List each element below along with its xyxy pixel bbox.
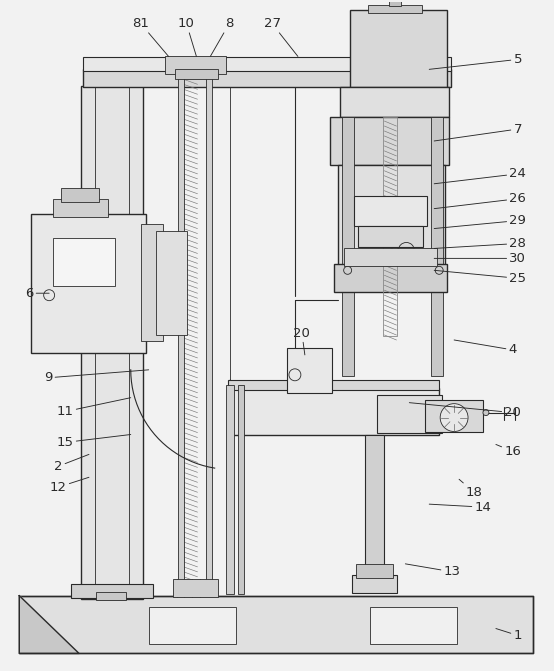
Bar: [172, 579, 218, 597]
Bar: [19, 596, 533, 654]
Bar: [389, 0, 402, 5]
Bar: [343, 248, 437, 266]
Text: 25: 25: [434, 270, 526, 285]
Bar: [352, 575, 397, 592]
Bar: [182, 73, 211, 590]
Bar: [425, 400, 483, 431]
Text: 8: 8: [211, 17, 233, 56]
Text: 27: 27: [264, 17, 298, 56]
Bar: [238, 384, 244, 594]
Bar: [356, 564, 393, 578]
Bar: [61, 188, 99, 202]
Bar: [175, 69, 218, 79]
Text: 10: 10: [178, 17, 197, 56]
Text: 12: 12: [50, 477, 89, 494]
Bar: [228, 380, 439, 390]
Bar: [31, 213, 146, 353]
Text: 30: 30: [434, 252, 526, 265]
Circle shape: [440, 404, 468, 431]
Circle shape: [483, 409, 489, 415]
Bar: [228, 388, 439, 435]
Bar: [383, 117, 397, 336]
Bar: [141, 223, 162, 341]
Bar: [287, 348, 332, 393]
Bar: [206, 73, 212, 586]
Bar: [334, 264, 447, 292]
Text: 7: 7: [434, 123, 522, 141]
Text: 20: 20: [294, 327, 310, 355]
Text: 26: 26: [434, 192, 526, 209]
Text: 2: 2: [54, 454, 89, 473]
Bar: [370, 607, 457, 644]
Bar: [342, 117, 353, 376]
Bar: [96, 592, 126, 600]
Text: 11: 11: [57, 398, 131, 418]
Text: 14: 14: [429, 501, 491, 513]
Bar: [53, 238, 115, 287]
Text: 29: 29: [434, 214, 526, 229]
Bar: [226, 384, 234, 594]
Bar: [357, 225, 423, 248]
Polygon shape: [19, 596, 79, 654]
Text: 15: 15: [57, 435, 131, 449]
Text: 18: 18: [459, 479, 483, 499]
Bar: [377, 395, 442, 433]
Bar: [365, 435, 384, 584]
Text: 20: 20: [409, 403, 521, 419]
Bar: [165, 56, 226, 74]
Bar: [178, 73, 184, 586]
Bar: [156, 231, 187, 335]
Bar: [148, 607, 236, 644]
Text: 1: 1: [496, 629, 522, 642]
Bar: [83, 69, 451, 87]
Bar: [431, 117, 443, 376]
Text: 28: 28: [434, 237, 526, 250]
Text: 24: 24: [434, 167, 526, 184]
Text: 9: 9: [44, 370, 148, 384]
Text: 81: 81: [132, 17, 168, 56]
Bar: [350, 9, 447, 87]
Text: 13: 13: [406, 564, 460, 578]
Bar: [353, 196, 427, 225]
Text: 4: 4: [454, 340, 517, 356]
Bar: [71, 584, 152, 598]
Bar: [340, 87, 449, 117]
Bar: [81, 87, 143, 599]
Text: 6: 6: [25, 287, 49, 300]
Text: 5: 5: [429, 53, 522, 69]
Text: 16: 16: [496, 444, 521, 458]
Bar: [367, 5, 422, 13]
Bar: [330, 117, 449, 165]
Bar: [338, 165, 445, 285]
Bar: [83, 58, 451, 71]
Bar: [53, 199, 108, 217]
